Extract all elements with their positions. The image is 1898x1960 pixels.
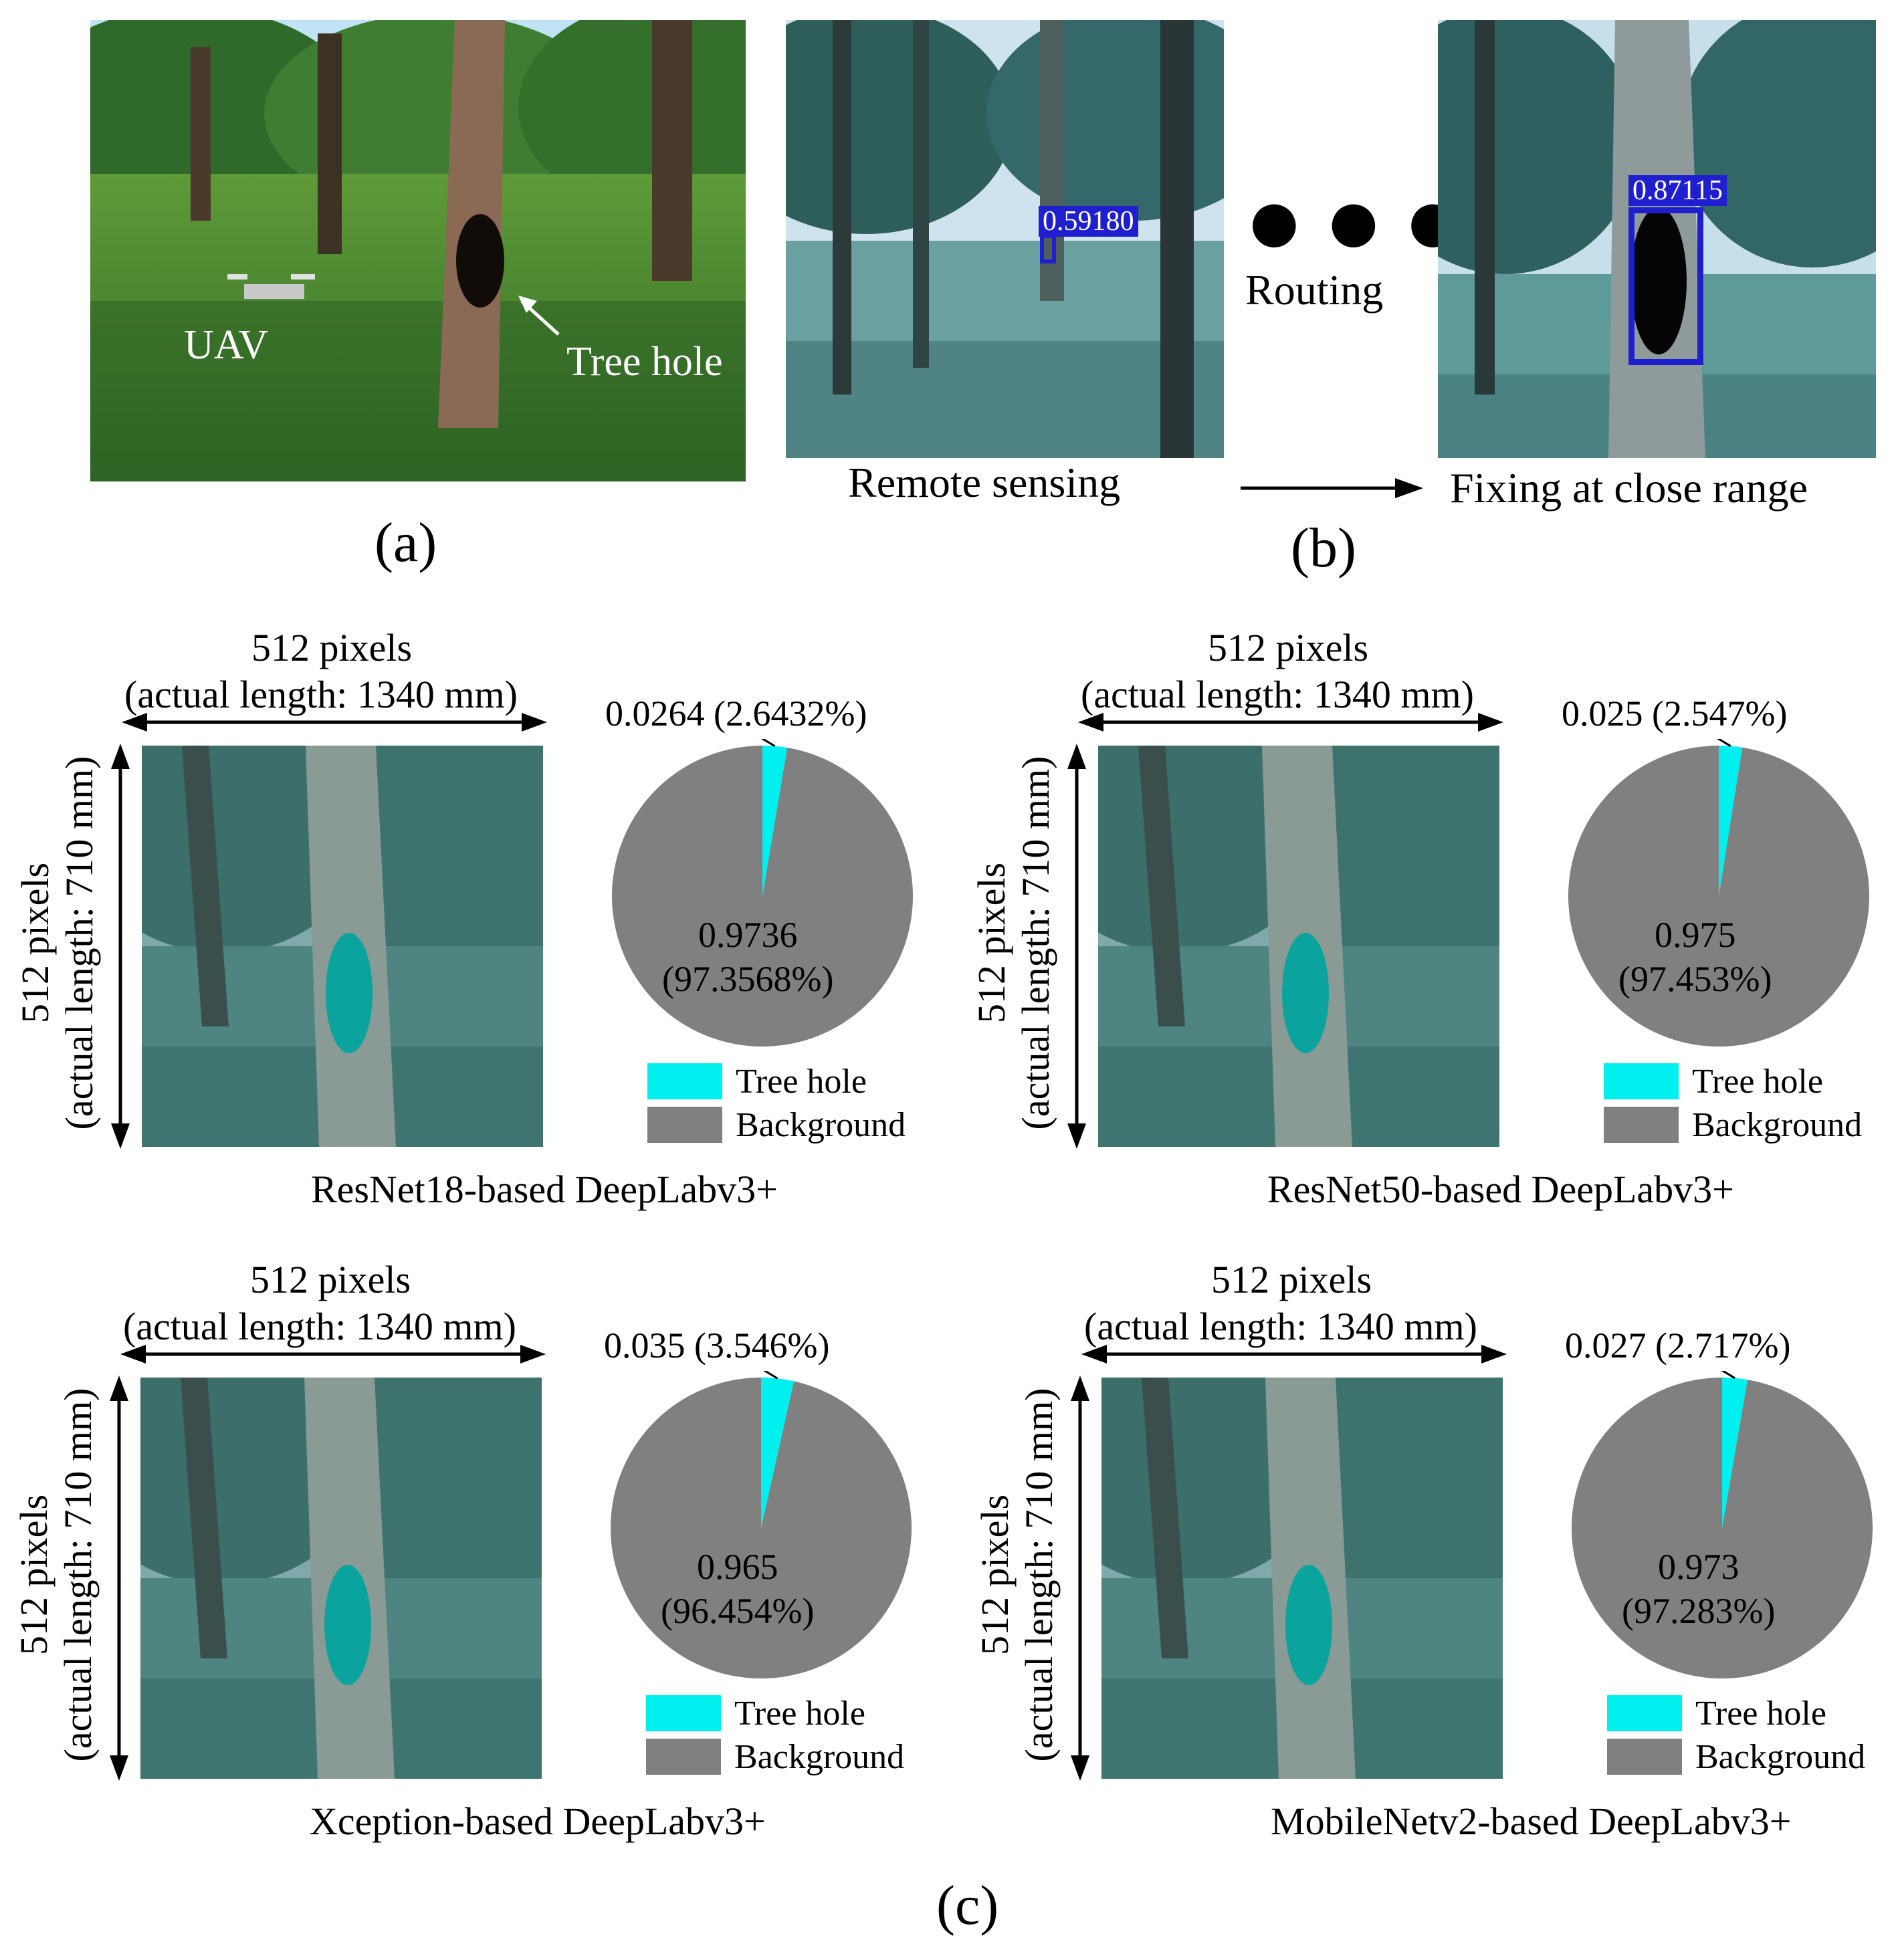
segmentation-image [1098,746,1499,1147]
height-arrow [1071,1376,1089,1781]
background-fraction-label: 0.973 (97.283%) [1622,1547,1776,1631]
legend-background: Background [1692,1106,1863,1144]
model-result-1: 512 pixels (actual length: 1340 mm) 512 … [956,629,1893,1230]
panel-c-label: (c) [936,1874,999,1937]
pie-slice-background [1572,1378,1873,1678]
legend-swatch-tree-hole [1604,1063,1679,1099]
pie-slice-background [1568,746,1869,1047]
height-arrow [110,1376,128,1781]
hole-fraction-label: 0.0264 (2.6432%) [605,693,867,734]
width-arrow [1081,1345,1507,1364]
legend-swatch-tree-hole [646,1695,721,1731]
pie-slice-background [612,746,913,1047]
height-label: 512 pixels (actual length: 710 mm) [970,756,1057,1130]
width-arrow [1078,713,1503,732]
detection-box-far [1040,234,1056,263]
uav-label: UAV [184,322,269,368]
segmentation-image [140,1378,542,1779]
width-label-line1: 512 pixels [250,1258,411,1301]
routing-label: Routing [1245,266,1384,314]
legend-tree-hole: Tree hole [1692,1063,1823,1101]
legend-swatch-tree-hole [647,1063,722,1099]
model-result-2: 512 pixels (actual length: 1340 mm) 512 … [0,1261,935,1862]
tree-hole-arrow [518,296,560,336]
model-caption: MobileNetv2-based DeepLabv3+ [1271,1800,1792,1843]
legend-tree-hole: Tree hole [736,1063,867,1101]
model-caption: Xception-based DeepLabv3+ [310,1800,766,1843]
background-fraction-label: 0.965 (96.454%) [661,1547,815,1631]
detection-score-far: 0.59180 [1039,206,1138,237]
height-label: 512 pixels (actual length: 710 mm) [12,1388,100,1762]
hole-fraction-label: 0.025 (2.547%) [1562,693,1788,734]
panel-a-label: (a) [375,512,437,574]
width-arrow [120,1345,546,1364]
pie-leader-line [762,1371,778,1380]
pie-leader-line [1721,1371,1735,1380]
model-result-3: 512 pixels (actual length: 1340 mm) 512 … [960,1261,1896,1862]
photo-uav-tree-hole: UAV Tree hole [90,20,746,481]
legend-swatch-background [646,1739,721,1775]
detection-box-near [1628,207,1703,365]
height-arrow [1067,744,1086,1149]
pie-chart [1568,739,1869,1047]
photo-remote-sensing: 0.59180 [786,20,1224,458]
pie-leader-line [1716,739,1731,747]
width-label-line2: (actual length: 1340 mm) [1081,673,1474,716]
legend-swatch-background [1604,1107,1679,1143]
width-label-line1: 512 pixels [251,626,413,669]
tree-hole-label: Tree hole [566,339,723,385]
panel-b-label: (b) [1291,517,1356,579]
width-label-line1: 512 pixels [1211,1258,1372,1301]
legend-swatch-background [1607,1739,1682,1775]
model-caption: ResNet18-based DeepLabv3+ [311,1168,778,1211]
hole-fraction-label: 0.027 (2.717%) [1565,1325,1791,1366]
fixing-label: Fixing at close range [1450,464,1808,512]
legend-swatch-tree-hole [1607,1695,1682,1731]
legend-background: Background [734,1738,905,1776]
pie-chart [611,1371,912,1678]
legend-tree-hole: Tree hole [1695,1695,1826,1733]
height-label: 512 pixels (actual length: 710 mm) [13,756,101,1130]
height-label: 512 pixels (actual length: 710 mm) [973,1388,1061,1762]
model-result-0: 512 pixels (actual length: 1340 mm) 512 … [0,629,936,1230]
legend-swatch-background [647,1107,722,1143]
width-label-line2: (actual length: 1340 mm) [1084,1305,1477,1348]
height-arrow [111,744,130,1149]
legend-tree-hole: Tree hole [734,1695,865,1733]
background-fraction-label: 0.9736 (97.3568%) [662,915,834,999]
routing-dots: ●●● [1244,165,1482,276]
width-arrow [122,713,547,732]
segmentation-image [1101,1378,1503,1779]
hole-fraction-label: 0.035 (3.546%) [604,1325,830,1366]
pie-slice-tree-hole [1719,746,1743,896]
width-label-line2: (actual length: 1340 mm) [123,1305,516,1348]
legend-background: Background [1695,1738,1866,1776]
pie-slice-tree-hole [1722,1378,1748,1528]
remote-sensing-label: Remote sensing [848,459,1121,506]
model-caption: ResNet50-based DeepLabv3+ [1267,1168,1734,1211]
width-label-line1: 512 pixels [1208,626,1369,669]
pie-chart [612,739,913,1047]
pie-slice-tree-hole [761,1378,795,1528]
photo-close-range: 0.87115 [1438,20,1876,458]
segmentation-image [142,746,543,1147]
pie-chart [1572,1371,1873,1678]
legend-background: Background [736,1106,906,1144]
sequence-arrow [1241,478,1423,498]
pie-slice-tree-hole [762,746,788,896]
pie-leader-line [760,739,776,748]
detection-score-near: 0.87115 [1628,175,1727,206]
pie-slice-background [611,1378,912,1678]
background-fraction-label: 0.975 (97.453%) [1618,915,1772,999]
width-label-line2: (actual length: 1340 mm) [124,673,518,716]
